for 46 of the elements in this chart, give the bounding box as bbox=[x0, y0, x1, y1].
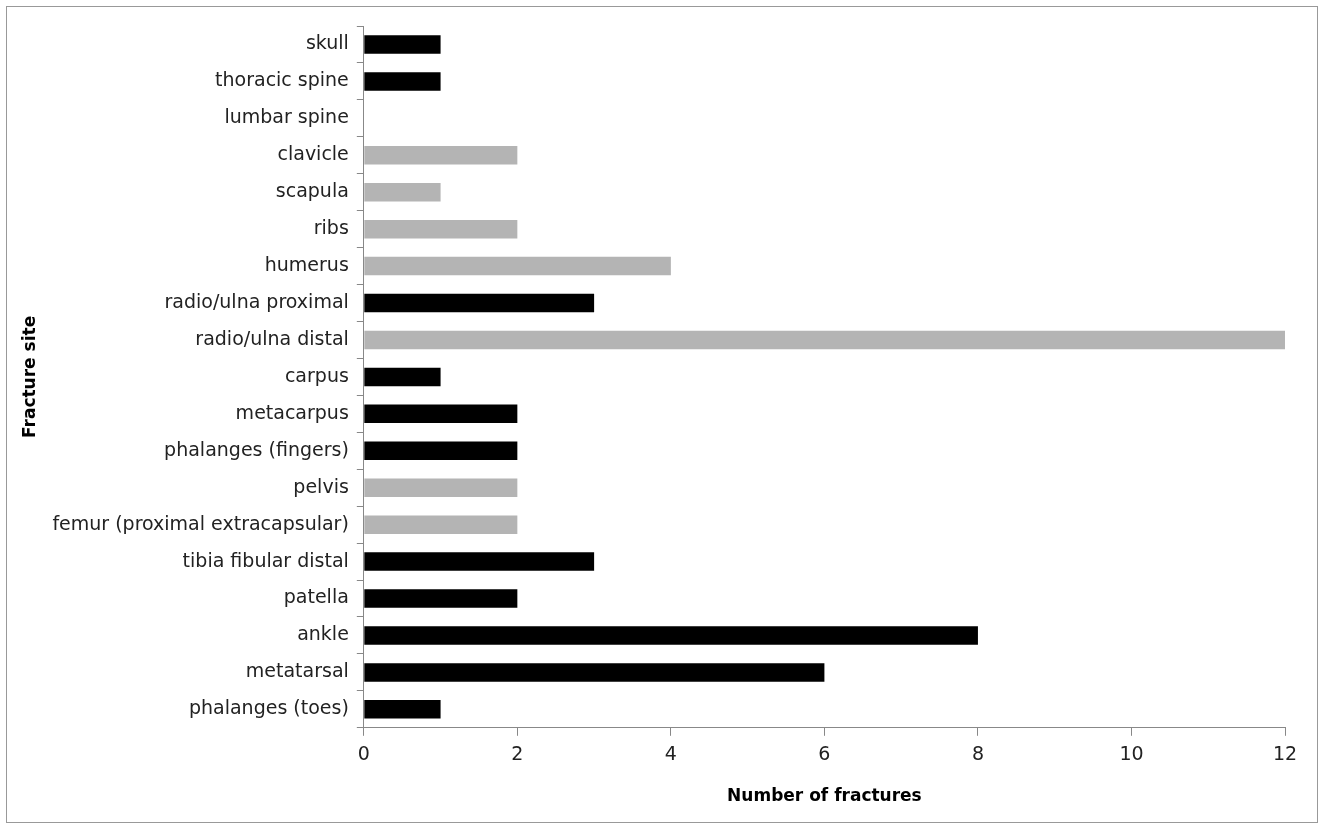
bar bbox=[364, 478, 518, 497]
y-axis-title: Fracture site bbox=[18, 315, 39, 438]
bar bbox=[364, 35, 441, 54]
y-tick-label: tibia fibular distal bbox=[182, 548, 349, 571]
x-tick-label: 10 bbox=[1119, 742, 1144, 765]
bar bbox=[364, 146, 518, 165]
bar bbox=[364, 700, 441, 719]
bar bbox=[364, 404, 518, 424]
y-tick-label: lumbar spine bbox=[224, 105, 349, 128]
y-tick-label: phalanges (toes) bbox=[188, 696, 349, 719]
y-tick-label: ankle bbox=[297, 622, 349, 645]
x-tick-label: 2 bbox=[511, 742, 524, 765]
x-tick-label: 12 bbox=[1272, 742, 1298, 765]
bar bbox=[364, 256, 671, 276]
bar bbox=[364, 515, 518, 534]
y-tick-label: metatarsal bbox=[245, 659, 349, 682]
y-tick-label: scapula bbox=[275, 179, 349, 202]
x-tick-label: 8 bbox=[971, 742, 984, 765]
y-tick-label: phalanges (fingers) bbox=[164, 437, 349, 460]
y-tick-label: radio/ulna proximal bbox=[164, 289, 349, 312]
y-tick-label: humerus bbox=[264, 253, 349, 276]
x-tick-label: 0 bbox=[357, 742, 370, 765]
y-tick-label: skull bbox=[305, 31, 349, 54]
bar bbox=[364, 441, 518, 461]
x-tick-label: 4 bbox=[664, 742, 677, 765]
bar bbox=[364, 72, 441, 91]
bar bbox=[364, 219, 518, 239]
y-tick-label: pelvis bbox=[293, 474, 349, 497]
y-tick-label: thoracic spine bbox=[215, 68, 349, 91]
y-tick-label: ribs bbox=[313, 216, 349, 239]
bar bbox=[364, 663, 825, 682]
bar bbox=[364, 552, 595, 571]
x-axis-title: Number of fractures bbox=[727, 785, 922, 806]
bar bbox=[364, 293, 595, 313]
bar bbox=[364, 330, 1285, 350]
y-tick-label: carpus bbox=[284, 363, 349, 386]
y-tick-label: radio/ulna distal bbox=[195, 326, 349, 349]
x-tick-label: 6 bbox=[818, 742, 831, 765]
bar bbox=[364, 182, 441, 202]
y-tick-label: metacarpus bbox=[235, 400, 349, 423]
bar bbox=[364, 589, 518, 608]
bar bbox=[364, 626, 978, 645]
y-tick-label: clavicle bbox=[277, 142, 349, 165]
y-tick-label: femur (proximal extracapsular) bbox=[52, 511, 349, 534]
bar bbox=[364, 367, 441, 387]
y-tick-label: patella bbox=[283, 585, 349, 608]
